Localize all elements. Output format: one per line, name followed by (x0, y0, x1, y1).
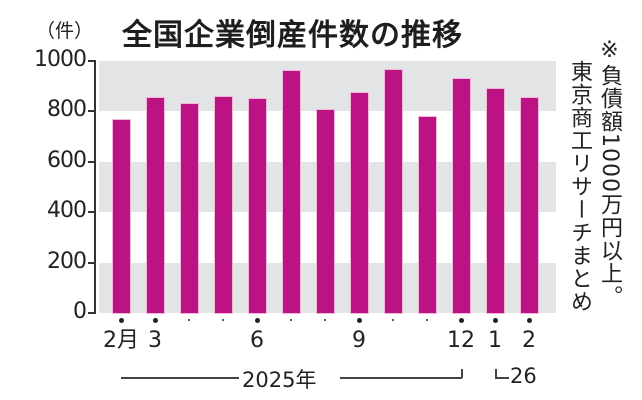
x-tick-dot-major (356, 317, 362, 323)
bar-2025-04 (180, 104, 198, 313)
x-tick-label: 2月 (103, 328, 139, 353)
y-tick-label: 1000 (34, 47, 87, 72)
bar-2025-08 (316, 109, 334, 313)
year-2026-bracket-start (495, 369, 497, 378)
x-tick-label: 3 (148, 328, 162, 353)
bar-2025-07 (282, 71, 300, 313)
y-tick-label: 0 (73, 299, 87, 324)
x-tick-dot-major (254, 317, 260, 323)
year-2026-bracket-line (495, 377, 509, 379)
y-tick-200 (88, 261, 96, 264)
bar-2025-12 (452, 78, 470, 313)
bar-2026-02 (520, 98, 538, 313)
chart-title: 全国企業倒産件数の推移 (122, 18, 463, 53)
y-tick-0 (88, 312, 96, 314)
x-tick-dot-minor (290, 319, 292, 321)
year-2025-label: 2025年 (242, 368, 317, 392)
x-tick-label: 9 (352, 328, 366, 353)
y-tick-800 (88, 110, 96, 113)
y-tick-400 (88, 211, 96, 214)
note-debt-threshold: ※負債額1000万円以上。 (597, 38, 622, 308)
x-tick-dot-minor (222, 319, 224, 321)
x-tick-label: 2 (522, 328, 536, 353)
x-tick-dot-major (526, 317, 532, 323)
y-axis-line (94, 61, 96, 314)
y-tick-label: 600 (47, 147, 87, 173)
y-tick-label: 800 (47, 97, 87, 123)
year-2025-bracket-line (121, 377, 239, 379)
x-tick-dot-minor (324, 319, 326, 321)
x-tick-label: 1 (488, 328, 502, 353)
y-tick-1000 (88, 60, 96, 62)
bar-2025-02 (112, 119, 130, 313)
x-tick-dot-minor (426, 319, 428, 321)
note-source: 東京商工リサーチまとめ (567, 60, 592, 313)
unit-label: （件） (36, 20, 94, 42)
bar-2025-09 (350, 93, 368, 313)
x-tick-dot-minor (188, 319, 190, 321)
year-2025-bracket-end (461, 369, 463, 378)
x-tick-label: 12 (447, 328, 475, 353)
bar-2026-01 (486, 88, 504, 313)
x-tick-dot-major (458, 317, 464, 323)
year-2025-bracket-line-right (340, 377, 462, 379)
x-tick-dot-major (152, 317, 158, 323)
y-tick-label: 400 (47, 198, 87, 224)
x-tick-dot-minor (392, 319, 394, 321)
bar-2025-10 (384, 70, 402, 313)
y-tick-label: 200 (47, 248, 87, 274)
grid-band-800-1000 (99, 61, 556, 111)
bar-2025-03 (146, 98, 164, 313)
x-tick-dot-major (118, 317, 124, 323)
y-tick-600 (88, 160, 96, 163)
x-tick-label: 6 (250, 328, 264, 353)
year-2026-label: 26 (510, 364, 537, 388)
x-tick-dot-major (492, 317, 498, 323)
bar-2025-11 (418, 116, 436, 313)
bar-2025-05 (214, 97, 232, 313)
bar-2025-06 (248, 99, 266, 313)
